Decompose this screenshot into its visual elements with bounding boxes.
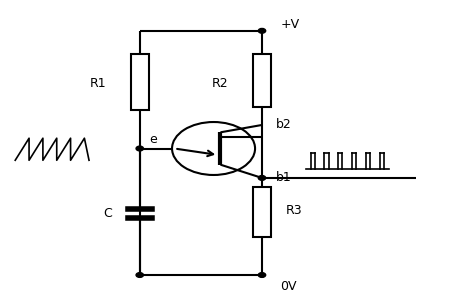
Bar <box>131 54 148 110</box>
Text: 0V: 0V <box>280 280 296 293</box>
Circle shape <box>136 146 143 151</box>
Circle shape <box>258 273 265 277</box>
Circle shape <box>258 176 265 180</box>
Text: R1: R1 <box>90 77 106 90</box>
Text: R2: R2 <box>212 77 228 90</box>
Circle shape <box>258 29 265 33</box>
Text: b1: b1 <box>275 171 291 184</box>
Bar <box>253 54 270 107</box>
Text: e: e <box>150 133 157 146</box>
Bar <box>253 187 270 237</box>
Text: R3: R3 <box>285 204 302 217</box>
Text: +V: +V <box>280 18 299 31</box>
Circle shape <box>136 273 143 277</box>
Text: C: C <box>103 207 112 220</box>
Text: b2: b2 <box>275 119 291 132</box>
